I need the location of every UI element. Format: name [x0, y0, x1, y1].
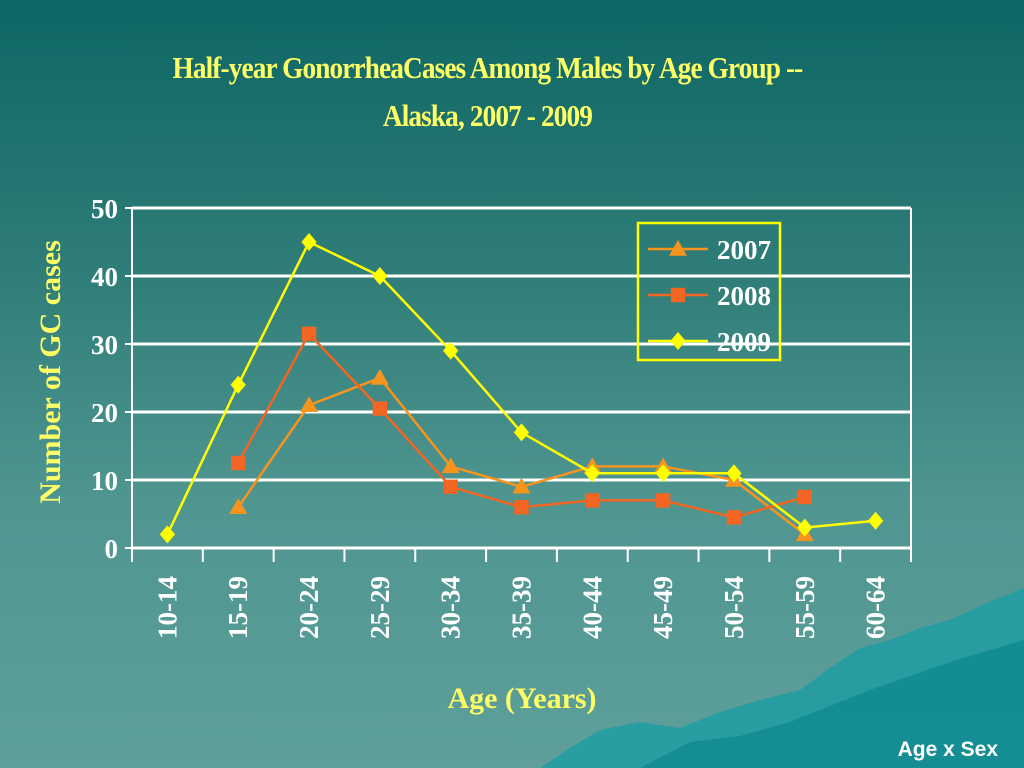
marker-square	[514, 500, 529, 515]
marker-square	[585, 493, 600, 508]
chart-title-line2: Alaska, 2007 - 2009	[382, 98, 593, 133]
marker-diamond	[372, 267, 388, 285]
marker-diamond	[301, 233, 317, 251]
legend: 2007 2008 2009	[636, 221, 782, 362]
x-tick-label: 15-19	[223, 576, 253, 639]
y-tick-label: 20	[91, 398, 118, 428]
marker-triangle	[370, 369, 389, 385]
marker-diamond	[726, 464, 742, 483]
series-2008	[231, 326, 812, 525]
y-tick-label: 40	[91, 262, 118, 292]
marker-triangle	[441, 457, 460, 474]
y-tick-label: 30	[91, 330, 118, 360]
marker-diamond	[797, 518, 813, 537]
x-tick-label: 10-14	[152, 576, 182, 639]
legend-label-2008: 2008	[717, 281, 771, 311]
marker-square	[372, 401, 388, 416]
legend-label-2009: 2009	[717, 327, 771, 357]
marker-triangle	[512, 477, 531, 494]
marker-square	[301, 326, 317, 341]
y-tick-label: 0	[105, 534, 119, 564]
legend-label-2007: 2007	[717, 235, 771, 265]
x-tick-label: 30-34	[436, 576, 466, 639]
axes: 0 10 20 30 40 50 10-14 15-19 20-24 25-29 30-34 35-3…	[91, 194, 912, 639]
marker-triangle	[229, 498, 248, 514]
marker-diamond	[867, 511, 884, 530]
marker-diamond	[584, 464, 600, 483]
legend-box	[636, 221, 782, 362]
x-axis-label: Age (Years)	[447, 682, 596, 715]
x-tick-label: 25-29	[365, 576, 395, 639]
marker-square	[726, 510, 742, 525]
chart-title-line1: Half-year GonorrheaCases Among Males by …	[172, 50, 803, 85]
marker-square	[797, 489, 812, 505]
marker-diamond	[670, 332, 686, 350]
gridlines	[132, 206, 911, 550]
x-tick-label: 55-59	[790, 576, 820, 639]
series-layer	[159, 233, 884, 544]
marker-square	[231, 455, 246, 471]
x-tick-label: 20-24	[294, 576, 324, 639]
series-2009	[159, 233, 884, 544]
marker-square	[443, 479, 458, 494]
x-tick-label: 40-44	[577, 576, 607, 639]
marker-triangle	[300, 396, 319, 412]
marker-diamond	[655, 464, 671, 483]
chart-title: Half-year GonorrheaCases Among Males by …	[58, 44, 916, 140]
x-tick-label: 60-64	[861, 576, 891, 639]
marker-square	[655, 493, 671, 508]
x-tick-label: 45-49	[648, 576, 678, 639]
y-tick-label: 10	[91, 466, 118, 496]
marker-diamond	[159, 525, 176, 544]
marker-diamond	[513, 423, 530, 442]
footer-label: Age x Sex	[897, 738, 998, 761]
marker-diamond	[443, 341, 459, 360]
y-tick-label: 50	[91, 194, 118, 224]
x-tick-label: 35-39	[507, 576, 537, 639]
marker-triangle	[669, 240, 687, 256]
marker-diamond	[230, 375, 246, 394]
marker-square	[670, 287, 686, 303]
x-tick-label: 50-54	[719, 576, 749, 639]
y-axis-label: Number of GC cases	[34, 240, 67, 504]
